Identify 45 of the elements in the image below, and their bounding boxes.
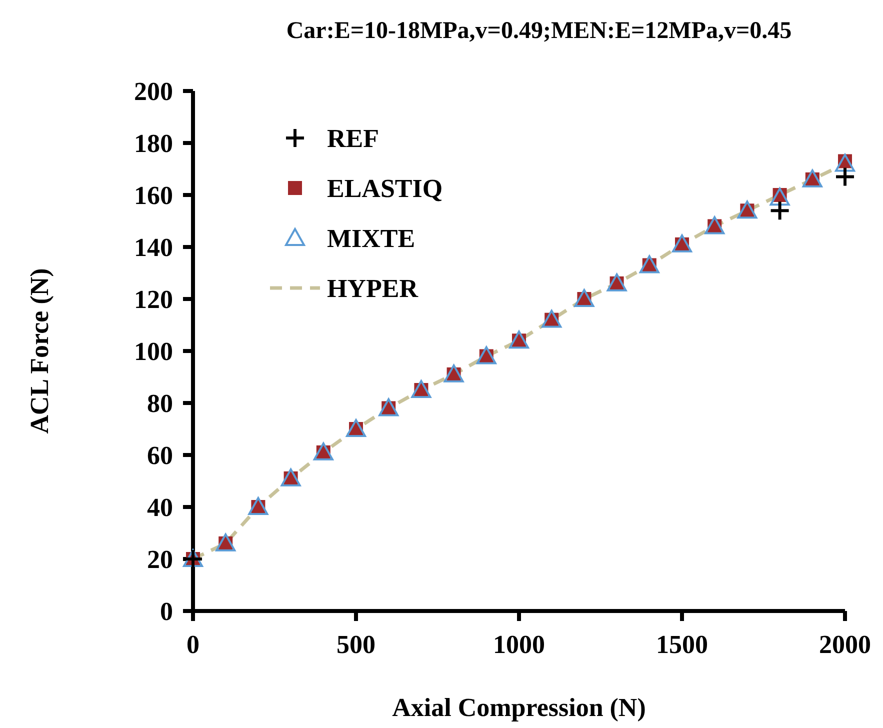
point [769, 200, 790, 222]
chart-title: Car:E=10-18MPa,v=0.49;MEN:E=12MPa,v=0.45 [286, 18, 792, 44]
point [835, 154, 855, 172]
x-tick-label: 0 [186, 630, 200, 659]
point [574, 289, 594, 307]
point [280, 468, 301, 486]
point [476, 346, 496, 364]
y-tick-label: 100 [134, 337, 173, 366]
x-tick-label: 1000 [493, 630, 545, 659]
y-tick-label: 180 [134, 129, 173, 158]
y-tick-label: 160 [134, 181, 173, 210]
y-tick-label: 140 [134, 233, 173, 262]
point [411, 380, 432, 398]
y-tick-label: 60 [147, 441, 173, 470]
point [313, 442, 334, 460]
y-tick-label: 80 [147, 389, 173, 418]
x-axis-title: Axial Compression (N) [392, 693, 646, 722]
y-tick-label: 20 [147, 545, 173, 574]
y-tick-label: 0 [160, 597, 173, 626]
point [672, 234, 692, 252]
x-tick-label: 2000 [819, 630, 871, 659]
point [444, 364, 464, 382]
legend-label: ELASTIQ [327, 174, 443, 204]
y-axis-title: ACL Force (N) [25, 268, 54, 434]
legend-label: HYPER [327, 274, 418, 304]
x-tick-label: 500 [336, 630, 376, 659]
point [834, 166, 856, 188]
legend-label: MIXTE [327, 224, 416, 254]
point [542, 310, 562, 328]
point [378, 398, 399, 416]
y-tick-label: 120 [134, 285, 173, 314]
x-tick-label: 1500 [656, 630, 708, 659]
point [639, 255, 660, 274]
point [216, 533, 236, 552]
point [737, 200, 758, 219]
point [770, 188, 790, 206]
point [509, 330, 529, 349]
y-tick-label: 200 [134, 77, 173, 106]
legend-label: REF [327, 124, 379, 154]
point [704, 216, 725, 234]
point [606, 273, 627, 292]
y-tick-label: 40 [147, 493, 173, 522]
point [248, 497, 268, 515]
point [802, 169, 822, 188]
point [346, 419, 366, 437]
